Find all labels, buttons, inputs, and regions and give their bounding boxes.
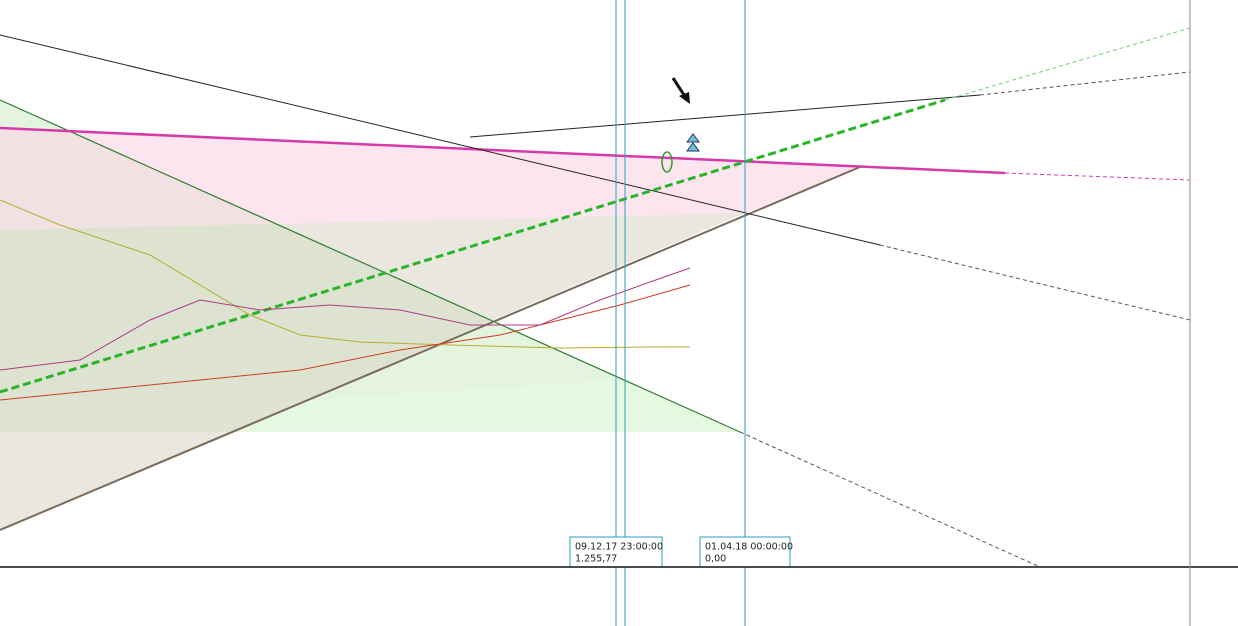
trend-line — [0, 34, 881, 246]
trend-line — [1004, 172, 1191, 181]
moving-average — [0, 267, 691, 371]
trend-line — [944, 27, 1191, 101]
moving-average — [0, 199, 690, 349]
trend-line — [979, 71, 1191, 96]
annotation: 1.255,77 — [575, 554, 617, 565]
moving-average — [0, 284, 691, 401]
trend-line — [0, 98, 946, 394]
annotation: 01.04.18 00:00:00 — [705, 542, 793, 553]
marker — [686, 133, 700, 143]
trend-line — [0, 99, 741, 433]
annotation-box — [569, 536, 663, 568]
annotation: 09.12.17 23:00:00 — [575, 542, 663, 553]
drawings — [0, 27, 1191, 568]
marker — [661, 151, 673, 173]
pink-triangle — [0, 128, 860, 230]
trend-line — [739, 431, 1041, 568]
trend-line — [469, 94, 981, 138]
annotation: 0,00 — [705, 554, 726, 565]
trend-line — [0, 126, 1006, 175]
trend-line — [879, 244, 1191, 321]
arrow-head — [679, 92, 690, 104]
trend-line — [0, 166, 861, 531]
marker — [686, 142, 700, 152]
annotation-box — [699, 536, 791, 568]
